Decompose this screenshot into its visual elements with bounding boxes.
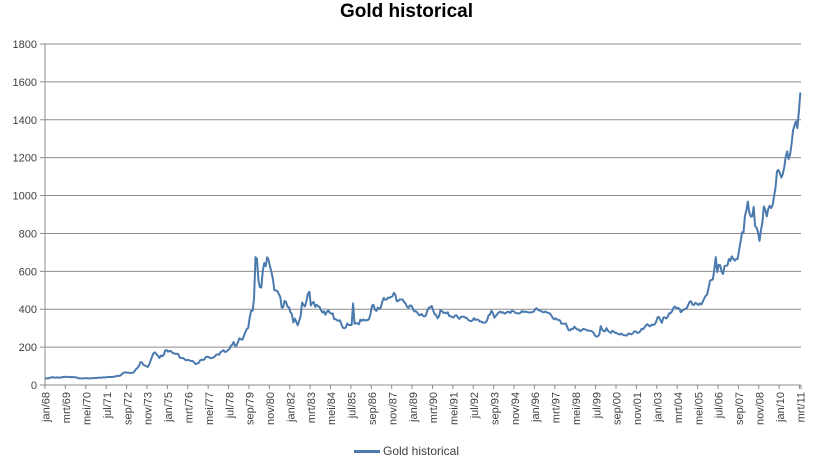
x-axis-label: sep/86 [367, 392, 379, 425]
x-axis-label: mrt/69 [61, 392, 73, 423]
y-axis-label: 1400 [13, 115, 37, 127]
x-axis-label: mei/98 [571, 392, 583, 425]
x-axis-label: nov/87 [387, 392, 399, 425]
chart-legend: Gold historical [0, 444, 813, 458]
y-axis-label: 200 [19, 342, 37, 354]
x-axis-label: sep/72 [122, 392, 134, 425]
y-axis-labels-group: 0 200 400 600 800 1000 1200 1400 1600 1800 [13, 39, 37, 392]
x-axis-labels-group: jan/68 mrt/69 mei/70 jul/71 sep/72 nov/73 jan/… [41, 392, 808, 425]
y-axis-label: 0 [31, 380, 37, 392]
x-axis-label: mrt/83 [306, 392, 318, 423]
x-axis-label: mrt/04 [673, 392, 685, 423]
x-axis-label: mei/05 [693, 392, 705, 425]
x-axis-label: mrt/97 [551, 392, 563, 423]
x-axis-label: sep/07 [734, 392, 746, 425]
x-axis-label: sep/00 [612, 392, 624, 425]
x-axis-label: jan/03 [653, 392, 665, 423]
x-axis-label: jan/75 [163, 392, 175, 423]
series-group [44, 92, 802, 380]
x-axis-label: mei/77 [204, 392, 216, 425]
x-axis-label: mei/70 [82, 392, 94, 425]
y-axis-label: 1600 [13, 77, 37, 89]
chart-title: Gold historical [339, 1, 474, 22]
gridlines-group [45, 43, 801, 348]
x-axis-label: mei/84 [326, 392, 338, 425]
x-axis-label: nov/94 [510, 392, 522, 425]
x-axis-label: mrt/76 [184, 392, 196, 423]
x-axis-label: jan/82 [285, 392, 297, 423]
x-axis-label: jul/78 [224, 392, 236, 419]
x-axis-label: nov/73 [143, 392, 155, 425]
x-axis-label: sep/93 [489, 392, 501, 425]
x-axis-label: mrt/11 [795, 392, 807, 422]
y-axis-label: 1800 [13, 39, 37, 51]
y-axis-label: 800 [19, 228, 37, 240]
x-axis-label: jul/99 [591, 392, 603, 419]
axes-group [40, 43, 802, 389]
x-axis-label: nov/01 [632, 392, 644, 425]
x-axis-label: jul/85 [347, 392, 359, 419]
x-axis-label: sep/79 [245, 392, 257, 425]
x-axis-label: nov/08 [755, 392, 767, 425]
y-axis-label: 1200 [13, 153, 37, 165]
legend-label: Gold historical [382, 444, 460, 458]
x-axis-label: nov/80 [265, 392, 277, 425]
x-axis-label: mrt/90 [428, 392, 440, 423]
x-axis-label: jul/92 [469, 392, 481, 419]
x-axis-label: jul/06 [714, 392, 726, 419]
y-axis-label: 1000 [13, 191, 37, 203]
y-axis-label: 600 [19, 266, 37, 278]
x-axis-label: jan/68 [41, 392, 53, 423]
x-axis-label: jan/89 [408, 392, 420, 423]
legend-line-sample [353, 449, 380, 453]
x-axis-label: jul/71 [102, 392, 114, 419]
y-axis-label: 400 [19, 304, 37, 316]
x-axis-label: mei/91 [449, 392, 461, 425]
gold-series-line [44, 92, 802, 380]
x-axis-label: jan/96 [530, 392, 542, 423]
x-axis-label: jan/10 [775, 392, 787, 423]
